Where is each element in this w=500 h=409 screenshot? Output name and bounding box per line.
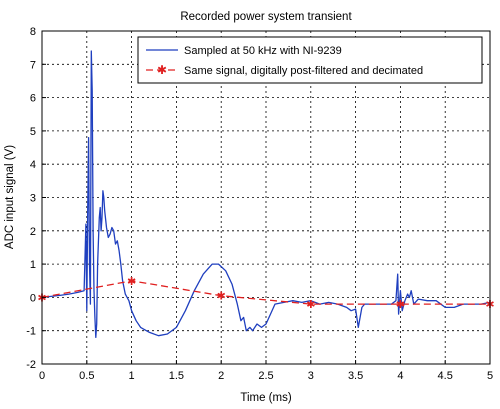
legend-box [137, 36, 483, 84]
legend-label-sampled: Sampled at 50 kHz with NI-9239 [184, 45, 342, 57]
x-tick-label: 0 [39, 370, 45, 382]
x-tick-label: 5 [487, 370, 493, 382]
tick-layer: 0 0.5 1 1.5 2 2.5 3 3.5 4 4.5 5 -2 -1 0 1 2 3 4 5 6 7 8 [26, 26, 493, 382]
y-tick-label: 3 [30, 193, 36, 205]
x-axis-label: Time (ms) [240, 392, 291, 404]
series-line-0 [41, 50, 491, 339]
chart-title: Recorded power system transient [180, 11, 352, 23]
x-tick-label: 0.5 [79, 370, 94, 382]
y-tick-label: 8 [30, 26, 36, 38]
y-tick-label: 6 [30, 93, 36, 105]
y-tick-label: 5 [30, 126, 36, 138]
legend: Sampled at 50 kHz with NI-9239 ✱ Same si… [137, 36, 483, 84]
legend-label-filtered: Same signal, digitally post-filtered and… [184, 65, 423, 77]
x-tick-label: 1.5 [169, 370, 184, 382]
y-tick-label: -2 [26, 359, 36, 371]
x-tick-label: 1 [129, 370, 135, 382]
y-tick-label: -1 [26, 326, 36, 338]
y-tick-label: 4 [30, 159, 36, 171]
series-1-point: ✱ [306, 299, 315, 311]
y-tick-label: 2 [30, 226, 36, 238]
y-tick-label: 0 [30, 292, 36, 304]
y-tick-label: 1 [30, 259, 36, 271]
series-line-1 [41, 280, 490, 305]
series-1-point: ✱ [217, 291, 226, 303]
x-tick-label: 4 [397, 370, 403, 382]
x-tick-label: 2.5 [258, 370, 273, 382]
x-tick-label: 3 [308, 370, 314, 382]
series-1-point: ✱ [396, 299, 405, 311]
y-tick-label: 7 [30, 59, 36, 71]
x-tick-label: 2 [218, 370, 224, 382]
y-axis-label: ADC input signal (V) [4, 145, 16, 249]
x-tick-label: 4.5 [438, 370, 453, 382]
x-tick-label: 3.5 [348, 370, 363, 382]
legend-marker-filtered: ✱ [157, 63, 167, 77]
series-1-point: ✱ [127, 276, 136, 288]
